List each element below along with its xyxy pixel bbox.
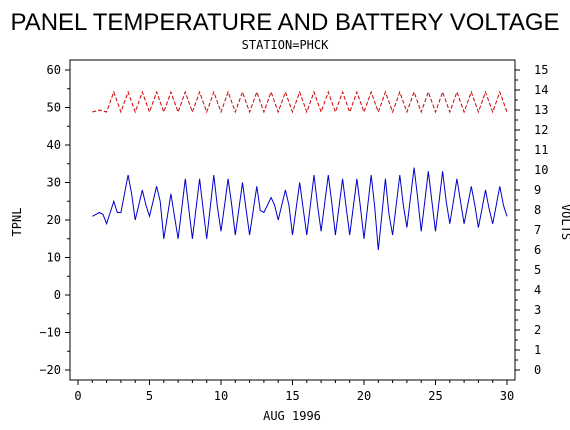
y2-tick-label: 11: [534, 143, 548, 157]
y-tick-label: 50: [47, 101, 61, 115]
y2-tick-label: 8: [534, 203, 541, 217]
series-line-volts: [92, 90, 508, 114]
y-tick-label: 40: [47, 138, 61, 152]
y2-tick-label: 15: [534, 63, 548, 77]
y2-tick-label: 1: [534, 343, 541, 357]
y2-tick-label: 12: [534, 123, 548, 137]
y2-tick-label: 0: [534, 363, 541, 377]
series-line-tpnl: [92, 167, 508, 251]
y2-tick-label: 13: [534, 103, 548, 117]
y2-tick-label: 14: [534, 83, 548, 97]
y-tick-label: 10: [47, 251, 61, 265]
chart-subtitle: STATION=PHCK: [242, 38, 329, 52]
y-axis-label: TPNL: [10, 208, 24, 237]
y2-tick-label: 2: [534, 323, 541, 337]
series-layer: [92, 90, 508, 251]
y2-tick-label: 5: [534, 263, 541, 277]
x-axis-label: AUG 1996: [263, 409, 321, 423]
y-tick-label: 20: [47, 213, 61, 227]
y-tick-label: −20: [39, 363, 61, 377]
y-tick-label: 60: [47, 63, 61, 77]
x-tick-label: 0: [74, 389, 81, 403]
y2-tick-label: 9: [534, 183, 541, 197]
y-axis-left: −20 −10 0 10 20 30 40 50 60: [39, 63, 70, 377]
x-tick-label: 15: [285, 389, 299, 403]
x-tick-label: 10: [214, 389, 228, 403]
y-tick-label: −10: [39, 326, 61, 340]
y2-tick-label: 7: [534, 223, 541, 237]
x-tick-label: 5: [146, 389, 153, 403]
y2-tick-label: 10: [534, 163, 548, 177]
y2-axis-label: VOLTS: [559, 204, 570, 240]
x-tick-label: 30: [500, 389, 514, 403]
chart-title: PANEL TEMPERATURE AND BATTERY VOLTAGE: [10, 9, 559, 36]
y2-tick-label: 3: [534, 303, 541, 317]
y-tick-label: 0: [54, 288, 61, 302]
x-tick-label: 25: [428, 389, 442, 403]
y-tick-label: 30: [47, 176, 61, 190]
y2-tick-label: 6: [534, 243, 541, 257]
x-tick-label: 20: [357, 389, 371, 403]
x-axis: 0 5 10 15 20 25 30: [74, 380, 514, 403]
y2-tick-label: 4: [534, 283, 541, 297]
